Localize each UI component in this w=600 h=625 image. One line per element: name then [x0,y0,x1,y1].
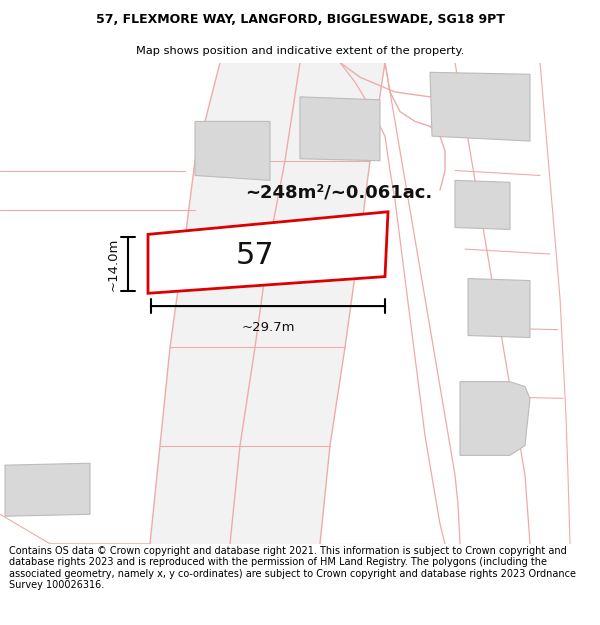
Polygon shape [300,97,380,161]
Text: 57: 57 [236,241,274,271]
Text: 57, FLEXMORE WAY, LANGFORD, BIGGLESWADE, SG18 9PT: 57, FLEXMORE WAY, LANGFORD, BIGGLESWADE,… [95,13,505,26]
Polygon shape [230,62,385,544]
Text: Map shows position and indicative extent of the property.: Map shows position and indicative extent… [136,46,464,56]
Polygon shape [430,72,530,141]
Polygon shape [460,382,530,456]
Polygon shape [5,463,90,516]
Text: ~29.7m: ~29.7m [241,321,295,334]
Text: Contains OS data © Crown copyright and database right 2021. This information is : Contains OS data © Crown copyright and d… [9,546,576,591]
Text: ~248m²/~0.061ac.: ~248m²/~0.061ac. [245,183,432,201]
Polygon shape [148,212,388,293]
Text: ~14.0m: ~14.0m [107,237,120,291]
Polygon shape [195,121,270,181]
Polygon shape [468,279,530,338]
Polygon shape [150,62,300,544]
Polygon shape [455,181,510,229]
